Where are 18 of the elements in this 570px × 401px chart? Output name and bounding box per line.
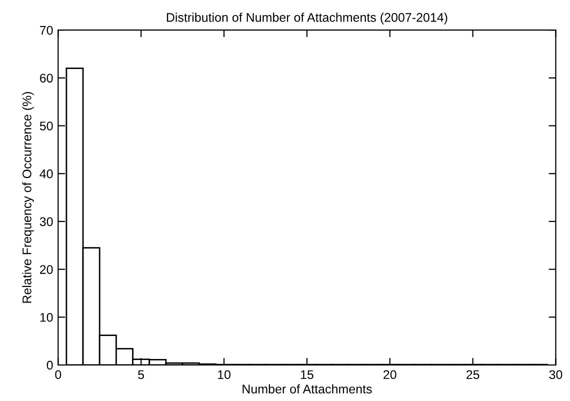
y-tick-label: 30 bbox=[40, 217, 53, 226]
y-tick-label: 50 bbox=[40, 122, 53, 130]
x-tick-label: 20 bbox=[384, 370, 396, 380]
y-tick-label: 60 bbox=[40, 74, 53, 83]
y-axis-title: Relative Frequency of Occurrence (%) bbox=[22, 92, 34, 303]
x-tick-label: 30 bbox=[549, 370, 562, 380]
x-axis-title: Number of Attachments bbox=[242, 384, 372, 394]
y-tick-label: 0 bbox=[46, 360, 53, 370]
x-tick-label: 25 bbox=[466, 370, 480, 380]
x-tick-label: 0 bbox=[55, 370, 62, 380]
x-tick-label: 15 bbox=[300, 370, 314, 380]
y-tick-label: 70 bbox=[40, 26, 53, 35]
y-tick-label: 10 bbox=[40, 312, 53, 322]
chart-title: Distribution of Number of Attachments (2007-2014) bbox=[166, 12, 448, 24]
x-tick-label: 5 bbox=[138, 370, 144, 380]
x-tick-label: 10 bbox=[218, 370, 230, 380]
y-tick-label: 20 bbox=[40, 265, 53, 274]
y-tick-label: 40 bbox=[40, 169, 53, 178]
